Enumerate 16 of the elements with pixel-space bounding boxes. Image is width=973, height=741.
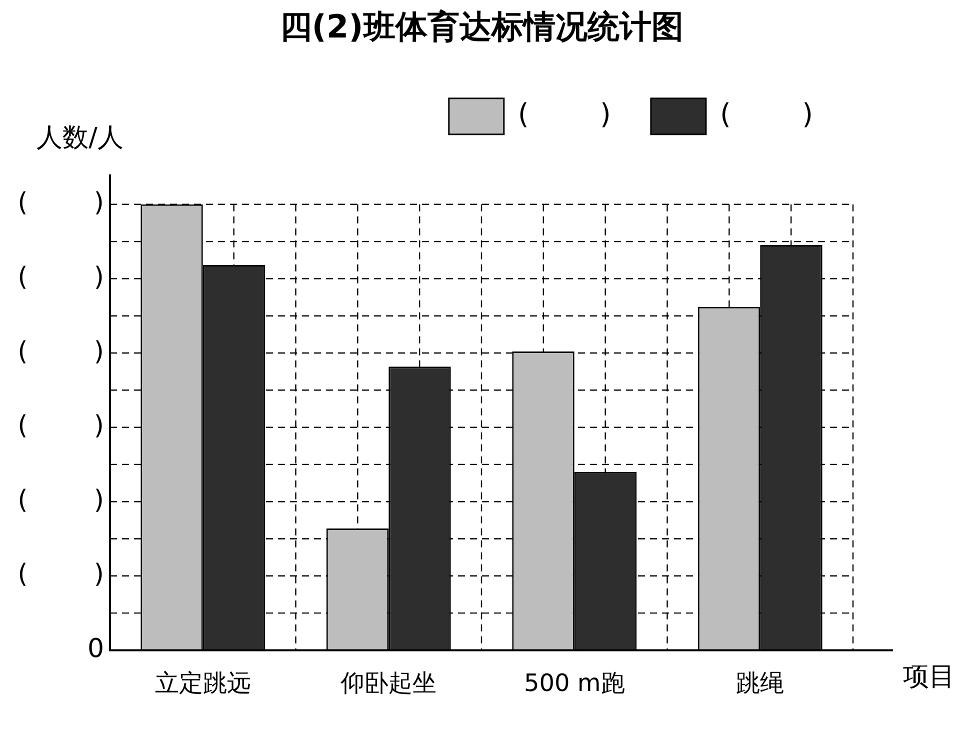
text: ( ) [18,485,104,516]
text: ( ) [18,560,104,590]
x-tick-label: 立定跳远 [154,668,251,697]
text: ( ) [18,411,104,442]
text: 0 [87,634,104,664]
text: ( ) [18,188,104,218]
legend-label: ( ) [720,98,814,131]
legend-label: ( ) [518,98,611,131]
x-axis-title: 项目 [903,662,955,692]
x-tick-label: 500 m跑 [524,668,625,697]
y-axis-title: 人数/人 [36,123,124,154]
chart-title: 四(2)班体育达标情况统计图 [280,8,684,46]
x-tick-label: 仰卧起坐 [340,668,437,697]
text: ( ) [18,336,104,367]
x-tick-label: 跳绳 [736,668,784,697]
text: ( ) [18,262,104,292]
